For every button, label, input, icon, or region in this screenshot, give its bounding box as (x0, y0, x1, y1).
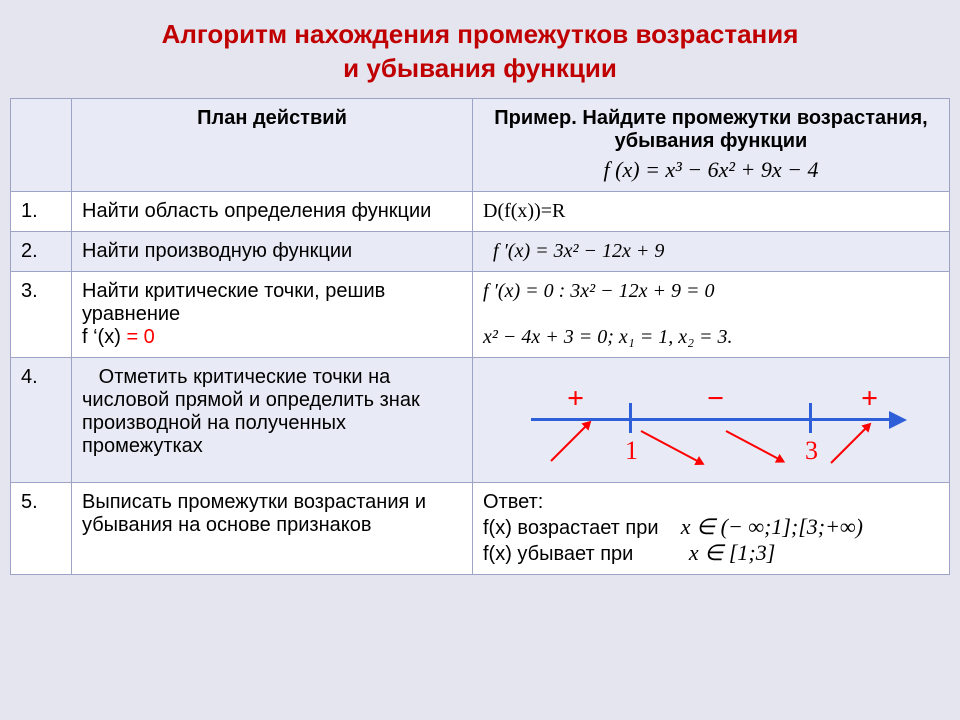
row-plan: Отметить критические точки на числовой п… (72, 357, 473, 482)
col-num-header (11, 98, 72, 191)
trend-arrow-icon (550, 421, 590, 461)
row-num: 5. (11, 482, 72, 574)
page-title: Алгоритм нахождения промежутков возраста… (0, 0, 960, 98)
row-example-answer: Ответ: f(x) возрастает при x ∈ (− ∞;1];[… (473, 482, 950, 574)
example-header-text: Пример. Найдите промежутки возрастания, … (494, 107, 927, 152)
col-plan-header: План действий (72, 98, 473, 191)
title-line1: Алгоритм нахождения промежутков возраста… (162, 19, 799, 49)
crit-eq-2: x² − 4x + 3 = 0; x₁ = 1, x₂ = 3. (483, 326, 733, 348)
answer-dec-interval: x ∈ [1;3] (689, 540, 775, 565)
col-example-header: Пример. Найдите промежутки возрастания, … (473, 98, 950, 191)
crit-eq-1: f ′(x) = 0 : 3x² − 12x + 9 = 0 (483, 280, 715, 302)
row-num: 3. (11, 271, 72, 357)
plan-eq: f ‘(x) (82, 326, 126, 348)
trend-arrow-icon (830, 423, 870, 463)
table-row: 1. Найти область определения функции D(f… (11, 191, 950, 231)
row-example: D(f(x))=R (473, 191, 950, 231)
row-plan: Найти критические точки, решив уравнение… (72, 271, 473, 357)
derivative-expr: f ′(x) = 3x² − 12x + 9 (493, 240, 664, 262)
table-row: 2. Найти производную функции f ′(x) = 3x… (11, 231, 950, 271)
plan-eq-zero: = 0 (126, 326, 154, 348)
row-example-numberline: 1 3 + − + (473, 357, 950, 482)
tick-1 (629, 403, 632, 433)
answer-dec-text: f(x) убывает при (483, 543, 633, 565)
row-plan: Найти область определения функции (72, 191, 473, 231)
row-num: 2. (11, 231, 72, 271)
row-num: 1. (11, 191, 72, 231)
answer-inc-interval: x ∈ (− ∞;1];[3;+∞) (681, 514, 863, 539)
table-row: 5. Выписать промежутки возрастания и убы… (11, 482, 950, 574)
plan-text: Найти критические точки, решив уравнение (82, 280, 385, 325)
table-row: 3. Найти критические точки, решив уравне… (11, 271, 950, 357)
point-label-1: 1 (625, 436, 638, 466)
trend-arrow-icon (726, 430, 784, 462)
number-line-diagram: 1 3 + − + (511, 370, 911, 470)
row-plan: Найти производную функции (72, 231, 473, 271)
example-header-fn: f (x) = x³ − 6x² + 9x − 4 (483, 157, 939, 183)
sign-plus-right: + (861, 382, 878, 416)
row-example: f ′(x) = 3x² − 12x + 9 (473, 231, 950, 271)
answer-inc-text: f(x) возрастает при (483, 517, 659, 539)
answer-label: Ответ: (483, 491, 543, 513)
tick-3 (809, 403, 812, 433)
table-row: 4. Отметить критические точки на числово… (11, 357, 950, 482)
table-header-row: План действий Пример. Найдите промежутки… (11, 98, 950, 191)
row-num: 4. (11, 357, 72, 482)
point-label-3: 3 (805, 436, 818, 466)
title-line2: и убывания функции (343, 53, 617, 83)
row-plan: Выписать промежутки возрастания и убыван… (72, 482, 473, 574)
algorithm-table: План действий Пример. Найдите промежутки… (10, 98, 950, 575)
row-example: f ′(x) = 0 : 3x² − 12x + 9 = 0 x² − 4x +… (473, 271, 950, 357)
sign-plus-left: + (567, 382, 584, 416)
slide: Алгоритм нахождения промежутков возраста… (0, 0, 960, 720)
sign-minus-mid: − (707, 382, 724, 416)
axis-arrow-icon (889, 411, 907, 429)
trend-arrow-icon (641, 430, 704, 465)
